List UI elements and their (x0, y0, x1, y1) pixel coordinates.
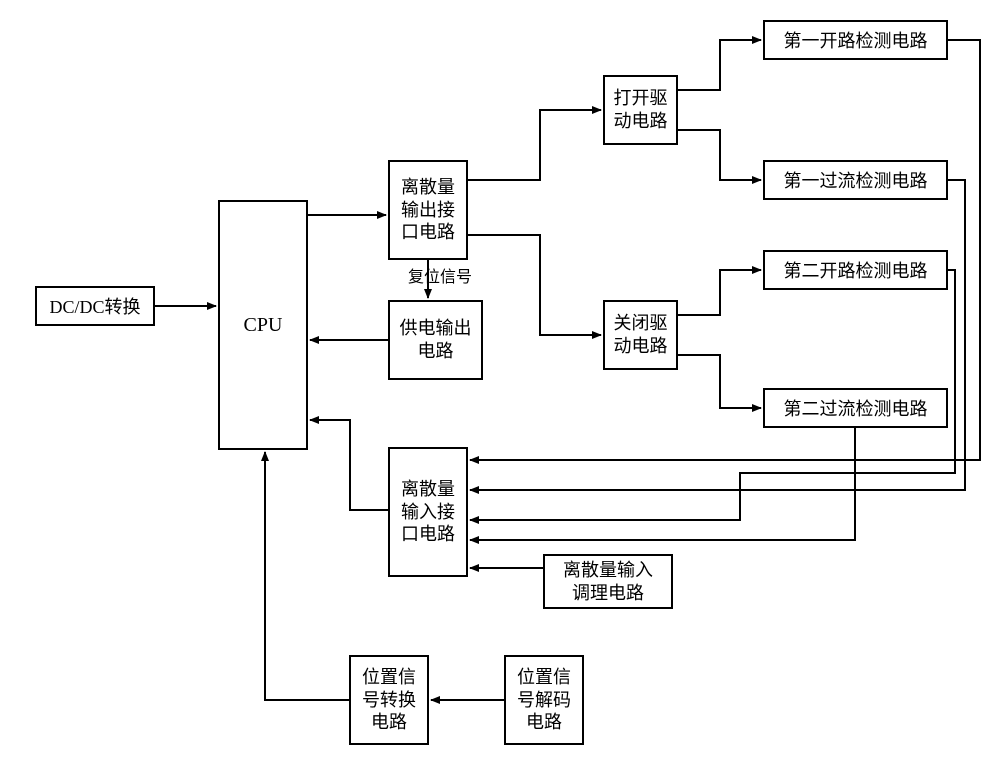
node-open2-label: 第二开路检测电路 (784, 257, 928, 283)
node-over2-label: 第二过流检测电路 (784, 395, 928, 421)
node-dcdc-label: DC/DC转换 (49, 293, 140, 319)
node-pos-dec: 位置信 号解码 电路 (504, 655, 584, 745)
node-open-drv-label: 打开驱 动电路 (614, 87, 668, 134)
node-power-out-label: 供电输出 电路 (400, 317, 472, 364)
node-disc-out-label: 离散量 输出接 口电路 (401, 176, 455, 244)
diagram-canvas: DC/DC转换 CPU 离散量 输出接 口电路 复位信号 供电输出 电路 打开驱… (0, 0, 1000, 777)
node-cpu-label: CPU (244, 314, 283, 337)
node-close-drv: 关闭驱 动电路 (603, 300, 678, 370)
label-reset-text: 复位信号 (408, 269, 472, 286)
node-disc-in: 离散量 输入接 口电路 (388, 447, 468, 577)
label-reset-signal: 复位信号 (395, 263, 485, 285)
node-over1-label: 第一过流检测电路 (784, 167, 928, 193)
node-open1: 第一开路检测电路 (763, 20, 948, 60)
node-pos-dec-label: 位置信 号解码 电路 (517, 666, 571, 734)
node-disc-out: 离散量 输出接 口电路 (388, 160, 468, 260)
node-open-drv: 打开驱 动电路 (603, 75, 678, 145)
node-disc-in-label: 离散量 输入接 口电路 (401, 478, 455, 546)
node-close-drv-label: 关闭驱 动电路 (614, 312, 668, 359)
node-dcdc: DC/DC转换 (35, 286, 155, 326)
node-cpu: CPU (218, 200, 308, 450)
node-open1-label: 第一开路检测电路 (784, 27, 928, 53)
node-open2: 第二开路检测电路 (763, 250, 948, 290)
node-disc-cond: 离散量输入 调理电路 (543, 554, 673, 609)
node-power-out: 供电输出 电路 (388, 300, 483, 380)
node-disc-cond-label: 离散量输入 调理电路 (563, 559, 653, 604)
node-pos-conv: 位置信 号转换 电路 (349, 655, 429, 745)
node-over1: 第一过流检测电路 (763, 160, 948, 200)
node-pos-conv-label: 位置信 号转换 电路 (362, 666, 416, 734)
node-over2: 第二过流检测电路 (763, 388, 948, 428)
